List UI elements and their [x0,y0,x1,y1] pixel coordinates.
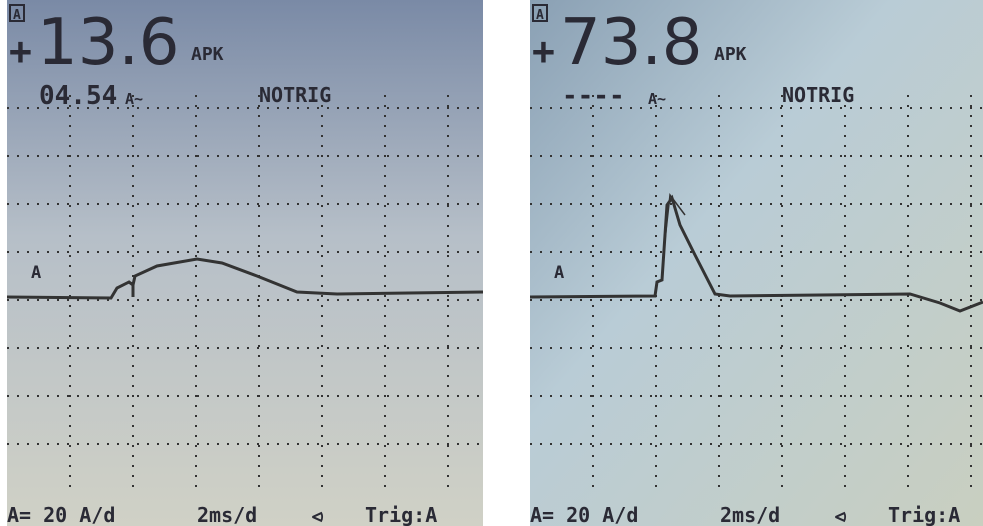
waveform [7,257,483,300]
sign: + [9,29,32,73]
channel: A [536,8,544,23]
secondary-unit: A~ [125,90,143,108]
waveform-ghost [664,193,686,241]
trigger: Trig:A [365,503,437,526]
reading: 13.6 [37,6,180,80]
reading-unit: APK [714,44,747,65]
secondary-reading: 04.54 [39,81,117,111]
secondary-unit: A~ [648,90,666,108]
waveform [530,194,983,313]
channel-badge [532,4,548,22]
range: A= 20 A/d [7,503,115,526]
secondary-reading: ---- [562,81,625,111]
trigger: Trig:A [888,503,960,526]
probe-icon: ⪦ [835,503,847,526]
screen-bg [7,0,483,526]
scope-screen: A + 13.6 APK 04.54 A~ NOTRIG A A= 20 A/d 2ms/d ⪦ Tr… [7,0,483,526]
reading: 73.8 [560,6,703,80]
range: A= 20 A/d [530,503,638,526]
channel: A [13,8,21,23]
scope-screen: A + 73.8 APK ---- A~ NOTRIG A A= 20 A/d 2ms/d ⪦ Tri… [530,0,983,526]
screen-bg [530,0,983,526]
trace-label: A [554,263,564,283]
trace-label: A [31,263,41,283]
timebase: 2ms/d [720,503,780,526]
reading-unit: APK [191,44,224,65]
trigger-status: NOTRIG [259,83,331,107]
probe-icon: ⪦ [312,503,324,526]
channel-badge [9,4,25,22]
sign: + [532,29,555,73]
timebase: 2ms/d [197,503,257,526]
trigger-status: NOTRIG [782,83,854,107]
